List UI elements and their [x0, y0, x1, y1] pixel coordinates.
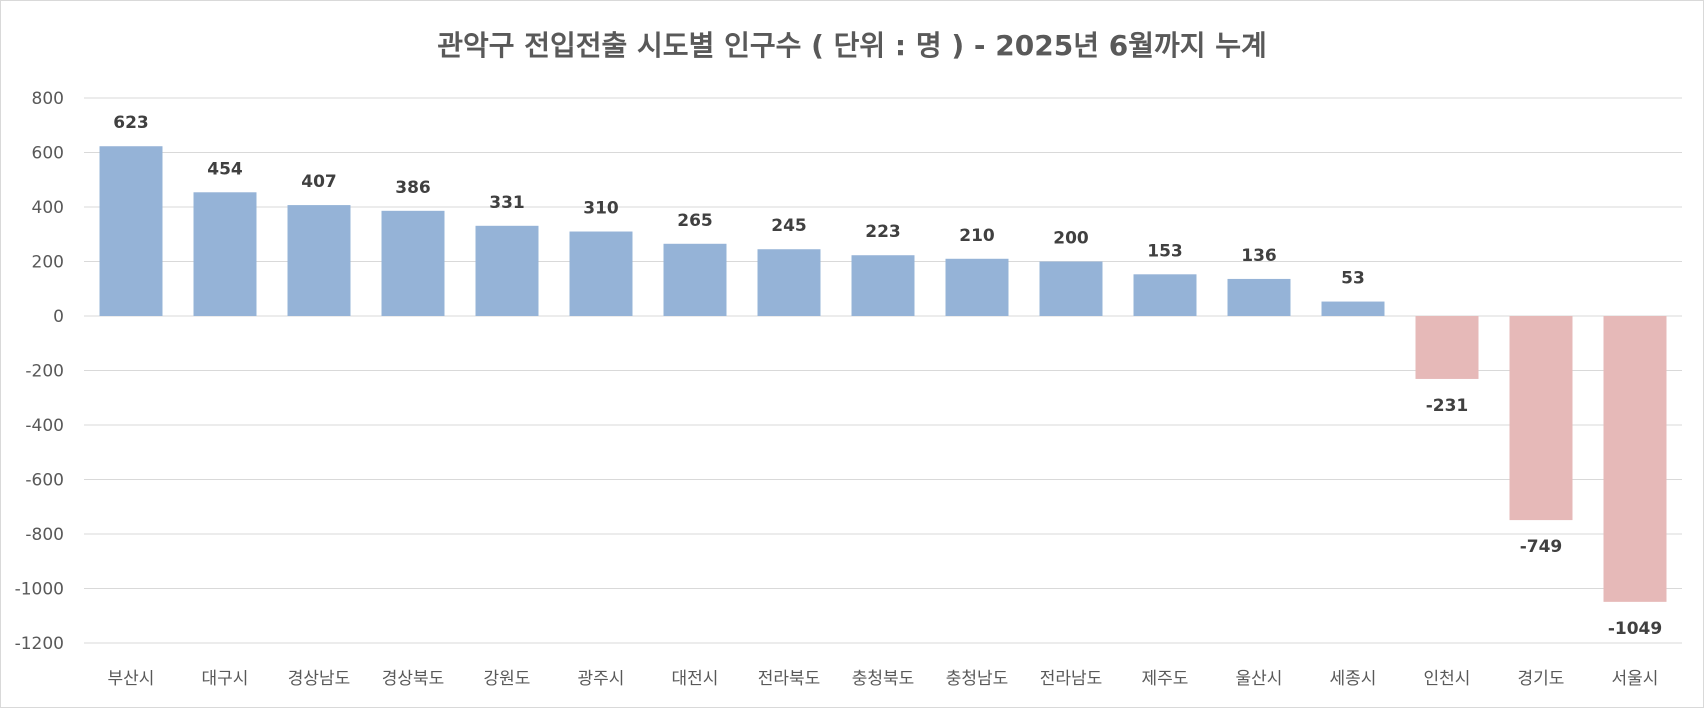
x-tick-label: 제주도	[1142, 669, 1189, 689]
bar	[1415, 316, 1479, 379]
data-label: 310	[583, 199, 619, 219]
x-tick-label: 서울시	[1612, 669, 1659, 689]
bars	[99, 146, 1667, 602]
chart-title: 관악구 전입전출 시도별 인구수 ( 단위 : 명 ) - 2025년 6월까지…	[437, 29, 1267, 62]
x-axis: 부산시 대구시 경상남도 경상북도 강원도 광주시 대전시 전라북도 충청북도 충청남도 전라남도 제…	[108, 669, 1659, 689]
bar	[1133, 274, 1197, 316]
bar	[1039, 261, 1103, 316]
x-tick-label: 인천시	[1424, 669, 1471, 689]
y-tick-label: 0	[53, 307, 64, 327]
data-label: 223	[865, 222, 901, 242]
x-tick-label: 전라남도	[1040, 669, 1103, 689]
x-tick-label: 세종시	[1330, 669, 1377, 689]
x-tick-label: 충청남도	[946, 669, 1009, 689]
y-tick-label: -800	[25, 525, 64, 545]
data-label: -1049	[1608, 619, 1662, 639]
data-label: 245	[771, 216, 807, 236]
data-label: 386	[395, 178, 431, 198]
bar	[193, 192, 257, 316]
y-tick-label: 600	[32, 144, 64, 164]
y-tick-label: 200	[32, 253, 64, 273]
data-label: 407	[301, 172, 337, 192]
x-tick-label: 울산시	[1236, 669, 1283, 689]
data-label: 623	[113, 113, 149, 133]
bar	[475, 225, 539, 316]
data-label: 53	[1341, 269, 1365, 289]
data-label: 136	[1241, 246, 1277, 266]
y-tick-label: -400	[25, 416, 64, 436]
x-tick-label: 대구시	[202, 669, 249, 689]
bar	[287, 205, 351, 316]
y-tick-label: 400	[32, 198, 64, 218]
data-label: 331	[489, 193, 525, 213]
x-tick-label: 경상남도	[288, 669, 351, 689]
data-label: -749	[1520, 537, 1563, 557]
data-label: 265	[677, 211, 713, 231]
x-tick-label: 경기도	[1518, 669, 1565, 689]
x-tick-label: 부산시	[108, 669, 155, 689]
bar	[1603, 316, 1667, 602]
x-tick-label: 경상북도	[382, 669, 445, 689]
x-tick-label: 대전시	[672, 669, 719, 689]
data-labels: 623 454 407 386 331 310 265 245 223 210 200 153 136 5…	[113, 113, 1662, 639]
bar	[1509, 316, 1573, 521]
bar	[663, 243, 727, 316]
y-tick-label: -600	[25, 471, 64, 491]
x-tick-label: 충청북도	[852, 669, 915, 689]
bar	[381, 210, 445, 316]
bar	[945, 258, 1009, 316]
bar	[569, 231, 633, 316]
bar	[1321, 301, 1385, 316]
bar	[1227, 278, 1291, 316]
data-label: 200	[1053, 229, 1089, 249]
y-tick-label: 800	[32, 89, 64, 109]
bar	[757, 249, 821, 316]
bar	[851, 255, 915, 316]
y-tick-label: -200	[25, 362, 64, 382]
y-axis: 800 600 400 200 0 -200 -400 -600 -800 -1000 -1200	[15, 89, 64, 654]
x-tick-label: 광주시	[578, 669, 625, 689]
data-label: 153	[1147, 241, 1183, 261]
data-label: 454	[207, 159, 243, 179]
data-label: -231	[1426, 396, 1469, 416]
y-tick-label: -1200	[15, 634, 64, 654]
data-label: 210	[959, 226, 995, 246]
bar	[99, 146, 163, 316]
y-tick-label: -1000	[15, 580, 64, 600]
x-tick-label: 강원도	[484, 669, 531, 689]
x-tick-label: 전라북도	[758, 669, 821, 689]
